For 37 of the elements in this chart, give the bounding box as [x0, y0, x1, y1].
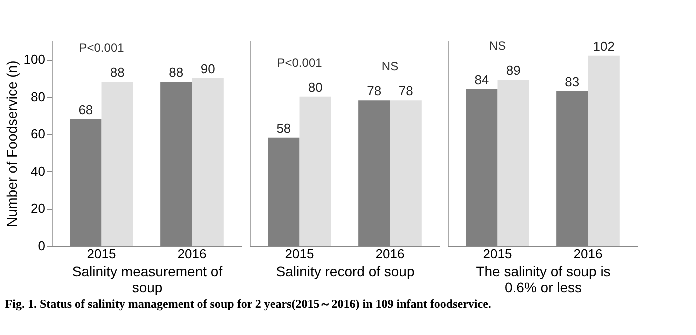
data-label: 83 [565, 74, 580, 90]
data-label: 80 [308, 80, 323, 95]
y-axis-title: Number of Foodservice (n) [4, 60, 20, 228]
data-label: 58 [276, 120, 292, 136]
x-axis-title: The salinity of soup is 0.6% or less [476, 264, 611, 296]
data-label: 84 [474, 72, 490, 88]
data-label: 90 [200, 61, 216, 76]
y-tick-label: 0 [38, 238, 46, 254]
y-tick-label: 40 [31, 164, 46, 179]
annotation: NS [489, 39, 506, 54]
y-tick-label: 20 [31, 201, 46, 216]
y-tick-label: 100 [24, 52, 46, 68]
data-label: 89 [506, 63, 521, 78]
x-tick-label: 2016 [574, 246, 603, 262]
bar [588, 56, 620, 246]
data-label: 78 [398, 84, 414, 99]
annotation: P<0.001 [277, 56, 323, 70]
bar [498, 80, 530, 246]
bar [102, 82, 134, 246]
x-tick-label: 2016 [178, 246, 207, 262]
data-label: 78 [367, 84, 382, 99]
x-tick-label: 2016 [376, 246, 405, 262]
caption: Fig. 1. Status of salinity management of soup for 2 years(2015～2016) in 109 infant foodservice. [5, 297, 492, 311]
x-axis-title: Salinity measurement of soup [72, 264, 223, 296]
x-tick-label: 2015 [483, 246, 512, 262]
data-label: 88 [169, 65, 184, 80]
x-tick-label: 2015 [285, 246, 314, 262]
annotation: NS [382, 60, 399, 74]
bar [192, 78, 224, 246]
annotation: P<0.001 [79, 41, 125, 55]
y-tick-label: 80 [31, 89, 46, 104]
data-label: 102 [593, 38, 615, 54]
data-label: 68 [78, 102, 94, 118]
data-label: 88 [110, 65, 125, 80]
y-tick-label: 60 [31, 126, 46, 142]
x-axis-title: Salinity record of soup [276, 264, 415, 280]
x-tick-label: 2015 [87, 246, 116, 262]
